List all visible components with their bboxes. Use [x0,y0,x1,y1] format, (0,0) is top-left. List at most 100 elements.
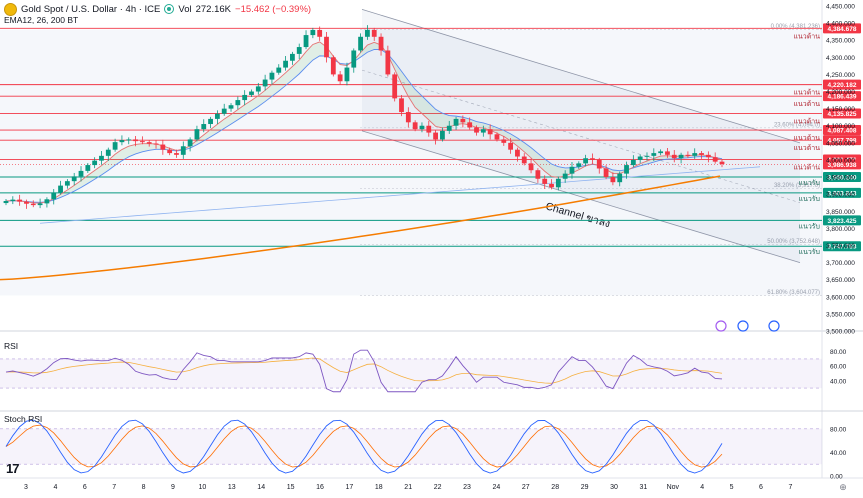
stoch-rsi-title[interactable]: Stoch RSI [4,414,43,424]
time-tick-label: 16 [316,484,324,491]
level-price-tag [823,108,861,119]
rsi-title[interactable]: RSI [4,341,19,351]
level-price-tag [823,187,861,198]
ema-cloud-fill [6,41,722,204]
support-label: แนวรับ [799,179,820,187]
candle-body [576,163,582,167]
price-tick-label: 3,950.000 [826,175,855,182]
candle-body [528,163,534,171]
candle-body [242,94,248,101]
candle-body [501,139,507,143]
level-price-tag [823,79,861,90]
fib-zone-bg [0,29,822,296]
candle-body [262,79,268,87]
time-tick-label: 6 [83,484,87,491]
candle-body [665,151,670,155]
price-tick-label: 4,400.000 [826,21,855,28]
candle-body [433,132,438,140]
ema200-line [0,175,721,281]
ema26-line [5,48,723,203]
candle-body [228,105,234,109]
time-tick-label: 28 [551,484,559,491]
time-tick-label: 29 [581,484,589,491]
level-price-label: 4,135.825 [828,111,857,118]
time-tick-label: 7 [112,484,116,491]
candle-body [337,74,343,82]
candle-body [419,125,425,130]
tradingview-logo[interactable]: 17 [6,461,20,476]
current-price-tag [823,159,861,170]
channel-mid-line [361,69,801,203]
candle-body [126,139,132,141]
candle-body [269,72,275,80]
candle-body [351,50,357,68]
candle-body [617,173,623,183]
volume-value: 272.16K [195,3,232,15]
candle-body [426,125,432,133]
candle-body [324,36,329,58]
candle-body [30,203,36,206]
candle-body [133,139,138,142]
candle-body [17,199,23,202]
candle-body [153,143,159,145]
level-price-tag [823,125,861,136]
time-tick-label: 15 [287,484,295,491]
candle-body [290,53,295,61]
price-change: −15.462 (−0.39%) [235,3,312,15]
channel-fill [362,9,800,263]
candle-body [515,149,520,157]
candle-body [692,153,698,156]
candle-body [208,118,213,125]
candle-body [712,157,718,162]
level-price-label: 4,057.798 [828,138,857,145]
time-tick-label: 27 [522,484,530,491]
rsi-line [5,349,723,393]
time-tick-label: Nov [667,484,680,491]
candle-body [412,122,418,130]
candle-body [296,47,302,54]
candle-body [494,134,500,140]
stoch-k-line [5,419,723,474]
candle-body [112,142,118,150]
price-tick-label: 3,550.000 [826,311,855,318]
resistance-label: แนวต้าน [794,117,821,125]
price-tick-label: 4,350.000 [826,38,855,45]
chart-header: Gold Spot / U.S. Dollar · 4h · ICE Vol 2… [4,2,311,16]
candle-body [214,113,220,119]
fib-label: 23.60% (4,094.0) [774,122,820,128]
candle-body [85,165,91,171]
candle-body [119,140,125,143]
price-tick-label: 4,100.000 [826,123,855,130]
level-price-label: 3,747.783 [828,244,857,251]
time-tick-label: 30 [610,484,618,491]
price-tick-label: 3,700.000 [826,260,855,267]
price-tick-label: 3,750.000 [826,243,855,250]
candle-body [603,168,609,178]
symbol-title[interactable]: Gold Spot / U.S. Dollar · 4h · ICE [21,3,161,15]
candle-body [51,192,57,200]
price-tick-label: 3,600.000 [826,294,855,301]
market-open-icon [164,4,175,14]
time-tick-label: 5 [730,484,734,491]
candle-body [99,155,104,161]
time-tick-label: 3 [24,484,28,491]
candle-body [699,153,704,155]
candle-body [610,177,616,183]
time-tick-label: 24 [493,484,501,491]
rsi-tick-label: 80.00 [830,349,847,356]
candle-body [651,153,657,156]
resistance-label: แนวต้าน [794,144,821,152]
candle-body [644,155,650,157]
candle-body [24,201,29,204]
level-price-label: 4,087.408 [828,128,857,135]
gold-symbol-icon [4,2,17,16]
fib-label: 61.80% (3,604.077) [767,290,820,296]
time-tick-label: 4 [700,484,704,491]
price-tick-label: 3,650.000 [826,277,855,284]
candle-body [624,165,629,174]
ema-legend[interactable]: EMA12, 26, 200 BT [4,15,79,25]
candle-body [3,201,9,204]
stoch-tick-label: 40.00 [830,450,847,457]
stoch-tick-label: 0.00 [830,474,843,481]
